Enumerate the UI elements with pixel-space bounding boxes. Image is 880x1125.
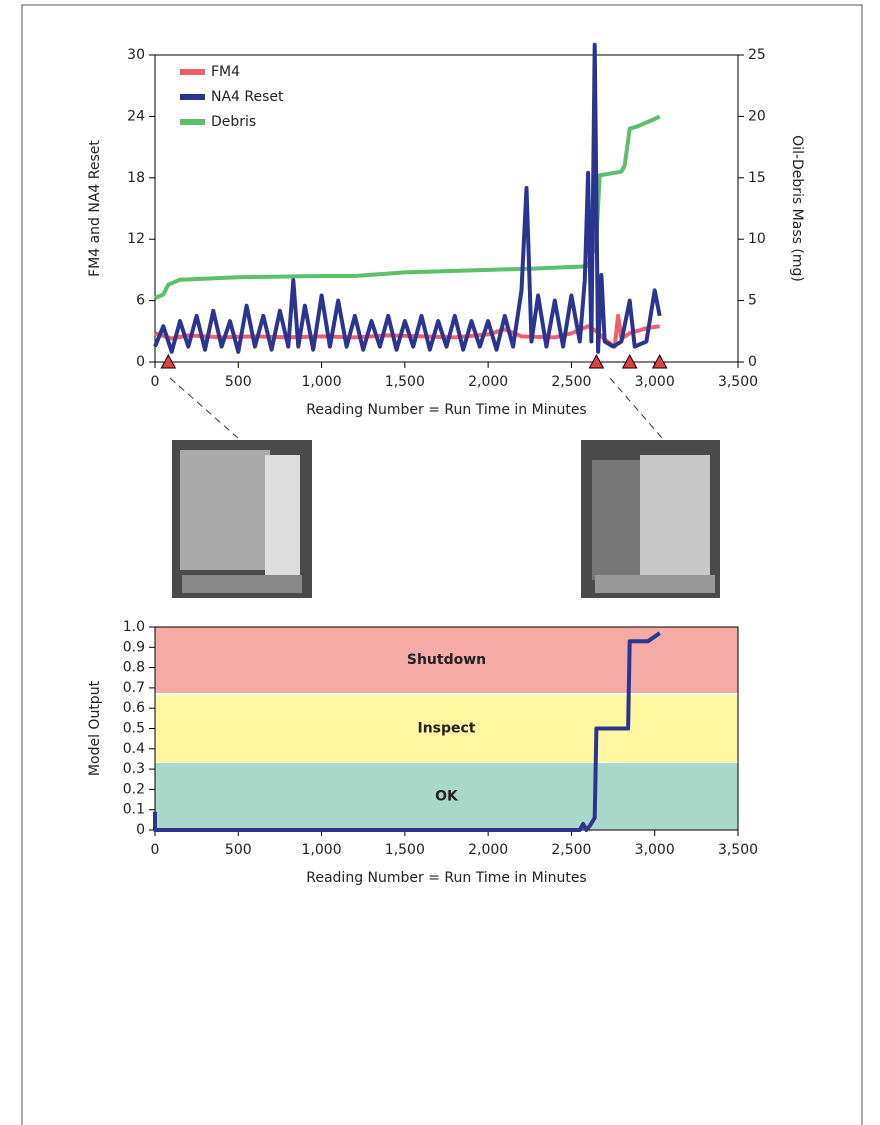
- band-label: Shutdown: [407, 652, 486, 668]
- page: {"chart_data": [ {"type": "line", "xlabe…: [0, 0, 880, 1125]
- x-tick-label: 1,000: [302, 842, 342, 858]
- y-tick-label: 12: [127, 231, 145, 247]
- y-tick-label: 0.3: [123, 761, 145, 777]
- legend-label: NA4 Reset: [211, 89, 284, 105]
- x-axis-label: Reading Number = Run Time in Minutes: [306, 870, 586, 886]
- y-tick-label: 0.2: [123, 781, 145, 797]
- photo: [172, 440, 312, 598]
- x-tick-label: 3,500: [718, 842, 758, 858]
- y-axis-label: FM4 and NA4 Reset: [87, 140, 103, 277]
- legend-label: FM4: [211, 64, 240, 80]
- y2-tick-label: 0: [748, 354, 757, 370]
- x-tick-label: 1,500: [385, 842, 425, 858]
- y-tick-label: 30: [127, 47, 145, 63]
- y-tick-label: 0: [136, 354, 145, 370]
- y-tick-label: 0.1: [123, 802, 145, 818]
- y-tick-label: 0: [136, 822, 145, 838]
- x-tick-label: 1,000: [302, 374, 342, 390]
- y2-tick-label: 20: [748, 108, 766, 124]
- figure: 05001,0001,5002,0002,5003,0003,500061218…: [0, 0, 880, 1125]
- x-axis-label: Reading Number = Run Time in Minutes: [306, 402, 586, 418]
- y2-tick-label: 25: [748, 47, 766, 63]
- x-tick-label: 0: [151, 842, 160, 858]
- y-axis-label: Model Output: [87, 680, 103, 776]
- x-tick-label: 2,500: [551, 842, 591, 858]
- band-label: Inspect: [417, 721, 475, 737]
- y2-tick-label: 15: [748, 170, 766, 186]
- y-tick-label: 6: [136, 293, 145, 309]
- y-tick-label: 1.0: [123, 619, 145, 635]
- photo: [581, 440, 720, 598]
- x-tick-label: 2,000: [468, 842, 508, 858]
- y-tick-label: 0.9: [123, 639, 145, 655]
- x-tick-label: 500: [225, 842, 252, 858]
- y2-axis-label: Oil-Debris Mass (mg): [789, 135, 805, 282]
- y-tick-label: 0.7: [123, 680, 145, 696]
- x-tick-label: 3,000: [635, 374, 675, 390]
- x-tick-label: 500: [225, 374, 252, 390]
- x-tick-label: 2,000: [468, 374, 508, 390]
- y2-tick-label: 10: [748, 231, 766, 247]
- band-label: OK: [435, 789, 459, 805]
- y-tick-label: 0.8: [123, 660, 145, 676]
- y2-tick-label: 5: [748, 293, 757, 309]
- frame: [22, 5, 862, 1125]
- x-tick-label: 2,500: [551, 374, 591, 390]
- legend-label: Debris: [211, 114, 256, 130]
- y-tick-label: 18: [127, 170, 145, 186]
- y-tick-label: 0.6: [123, 700, 145, 716]
- x-tick-label: 3,000: [635, 842, 675, 858]
- y-tick-label: 0.5: [123, 721, 145, 737]
- x-tick-label: 1,500: [385, 374, 425, 390]
- y-tick-label: 0.4: [123, 741, 145, 757]
- x-tick-label: 0: [151, 374, 160, 390]
- y-tick-label: 24: [127, 108, 145, 124]
- x-tick-label: 3,500: [718, 374, 758, 390]
